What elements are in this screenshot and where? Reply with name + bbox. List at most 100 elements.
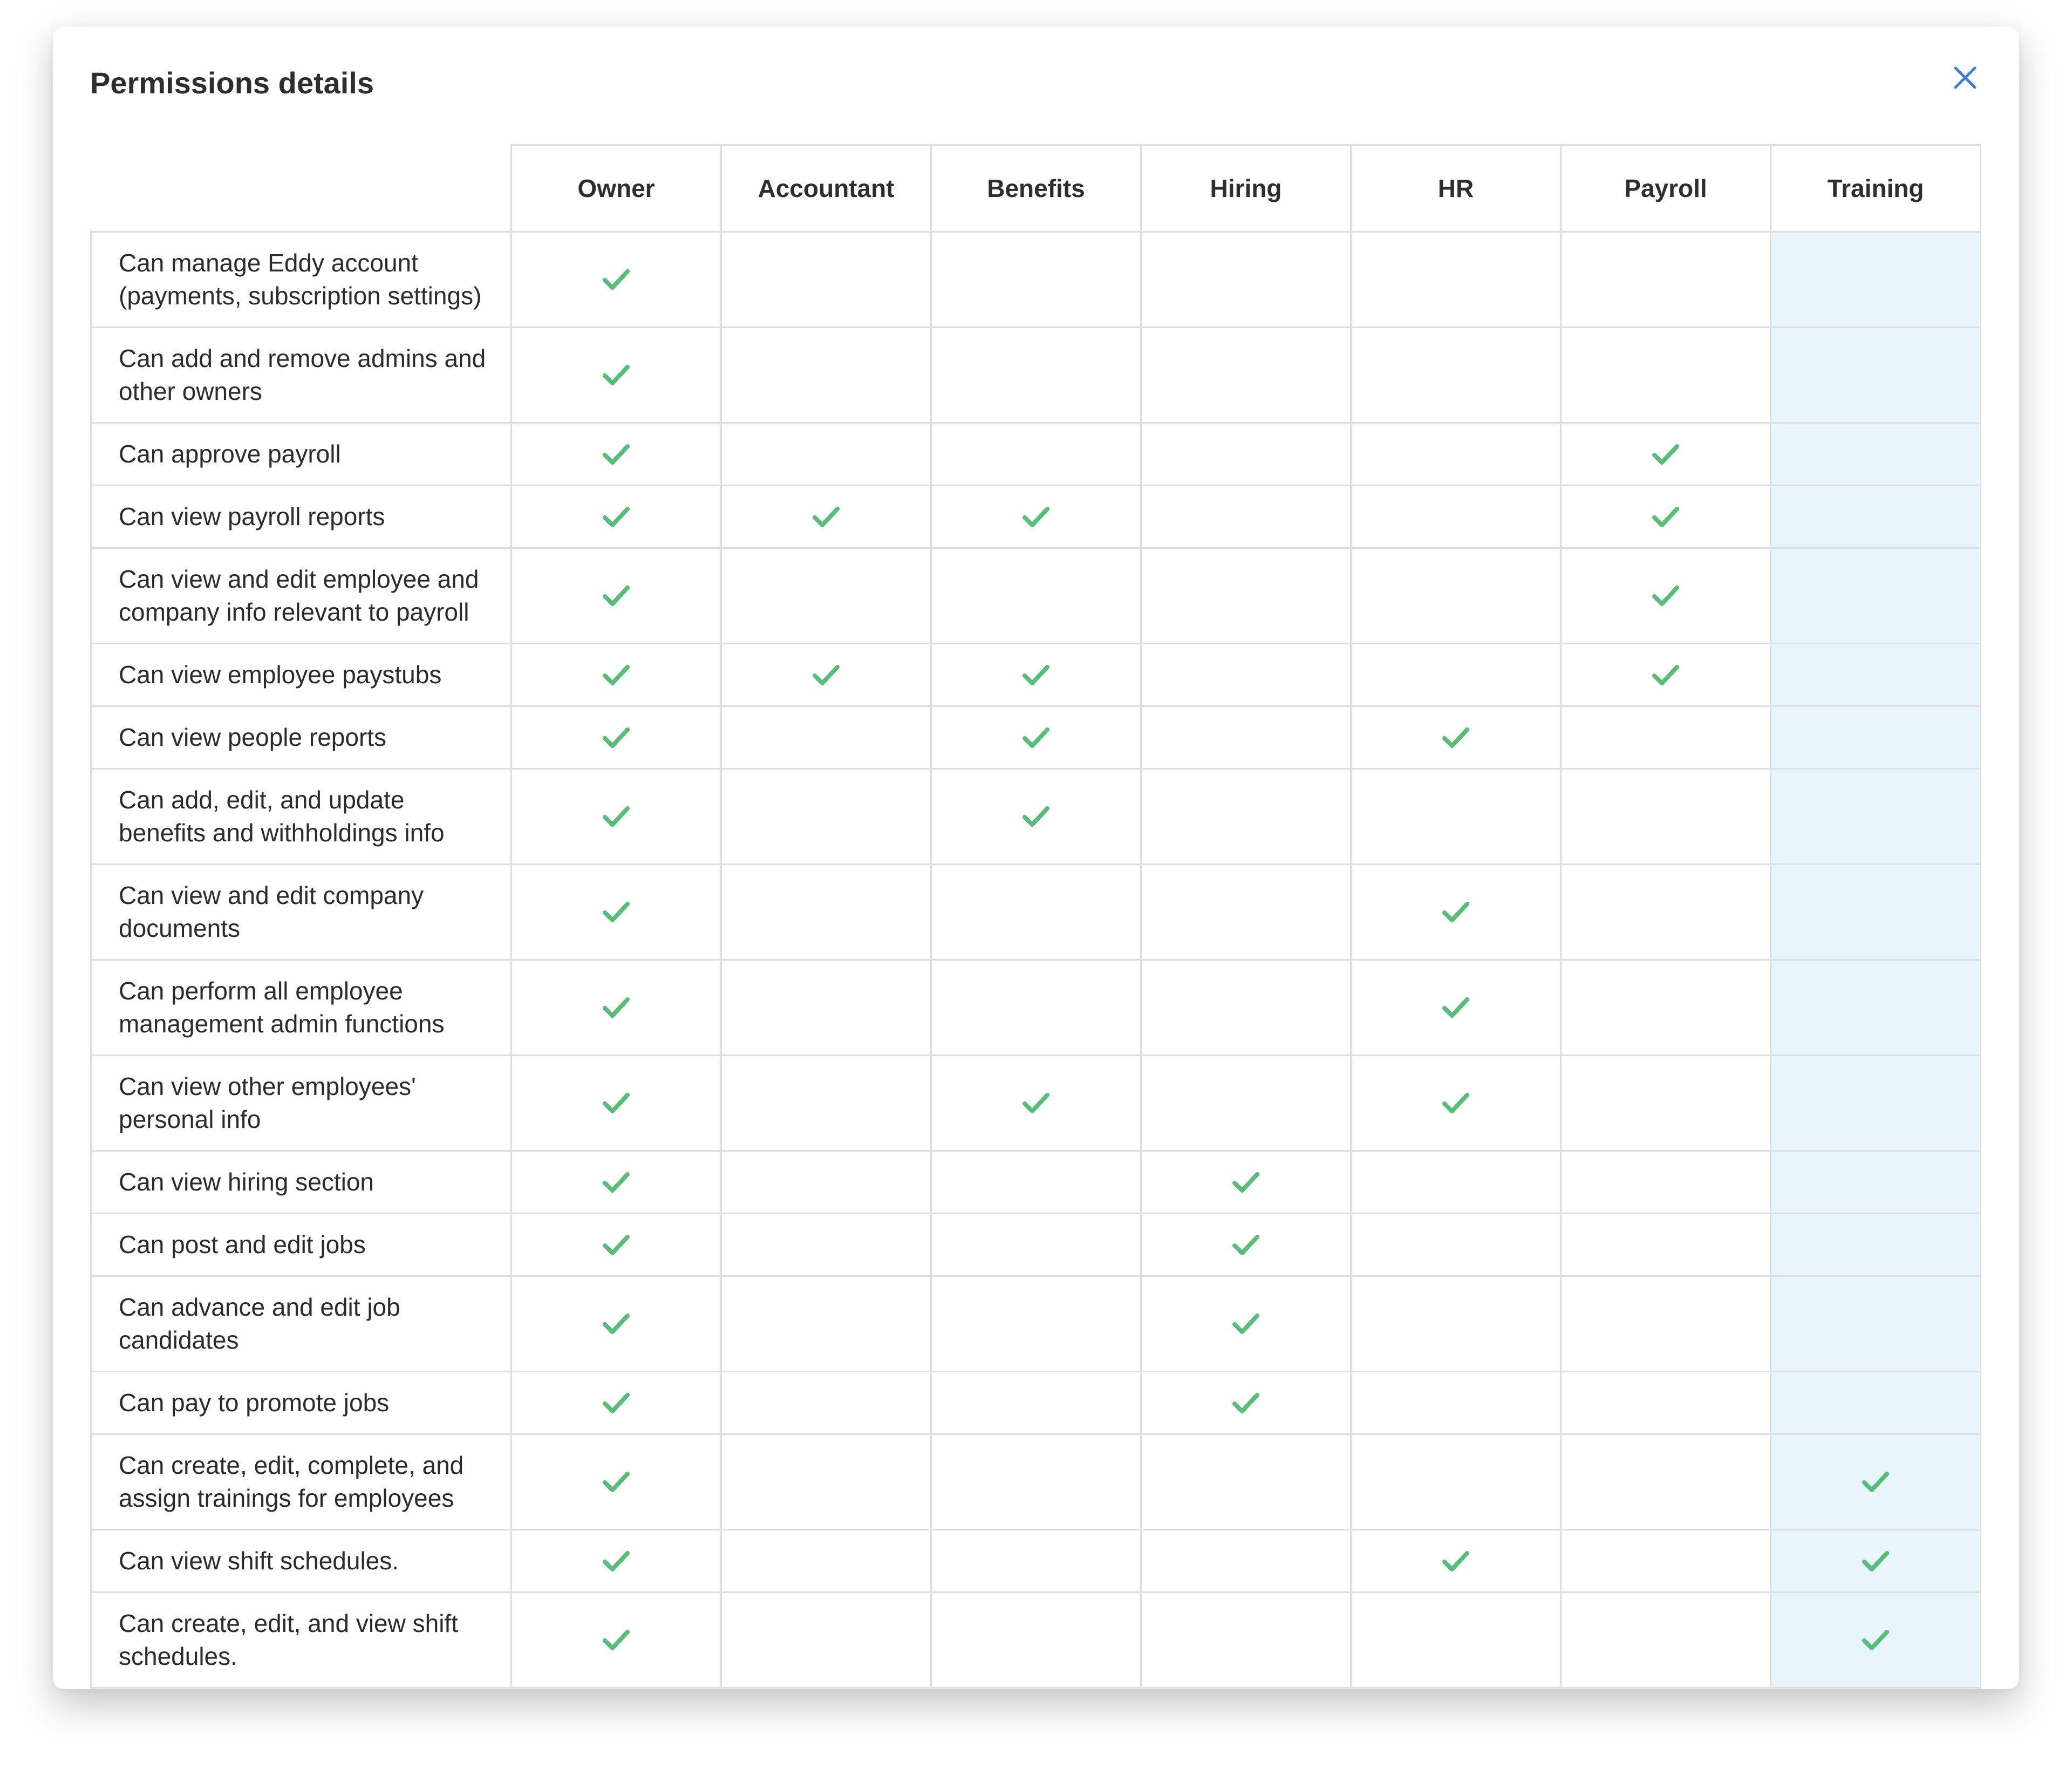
check-mark: [603, 1314, 630, 1334]
permission-cell: [1560, 485, 1771, 549]
check-mark: [603, 1093, 630, 1113]
permission-cell: [1140, 1529, 1352, 1593]
permission-cell: [720, 1529, 932, 1593]
permission-cell: [1770, 422, 1981, 486]
permission-cell: [720, 1275, 932, 1372]
permission-cell: [1350, 1054, 1562, 1152]
permission-row: Can view people reports: [90, 705, 1981, 770]
permission-cell: [1350, 863, 1562, 961]
permission-row: Can post and edit jobs: [90, 1213, 1981, 1277]
permission-cell: [1350, 547, 1562, 644]
modal: Permissions details Owner Accountant Benef…: [53, 26, 2019, 1689]
permission-cell: [1140, 422, 1352, 486]
permission-row: Can create, edit, complete, and assign t…: [90, 1433, 1981, 1530]
permission-cell: [1560, 1275, 1771, 1372]
check-mark: [603, 586, 630, 606]
close-button[interactable]: [1953, 66, 1977, 90]
permission-cell: [1350, 1213, 1562, 1277]
permission-cell: [720, 1371, 932, 1435]
permission-cell: [1560, 1371, 1771, 1435]
permission-cell: [1140, 643, 1352, 707]
permission-cell: [720, 959, 932, 1056]
permission-cell: [1770, 863, 1981, 961]
permission-cell: [1350, 768, 1562, 865]
column-header: Accountant: [720, 144, 932, 233]
permission-cell: [1770, 231, 1981, 328]
permission-cell: [930, 1529, 1142, 1593]
permission-cell: [930, 485, 1142, 549]
check-mark: [603, 365, 630, 385]
permission-cell: [930, 1371, 1142, 1435]
permission-cell: [720, 231, 932, 328]
permission-cell: [930, 1433, 1142, 1530]
check-mark: [603, 664, 630, 685]
check-mark: [813, 664, 840, 685]
permission-cell: [1140, 959, 1352, 1056]
permission-cell: [1350, 326, 1562, 424]
permission-row: Can view and edit company documents: [90, 863, 1981, 961]
permissions-table: Owner Accountant Benefits Hiring HR Payroll Tr…: [90, 144, 1981, 1689]
permission-cell: [510, 1275, 722, 1372]
permission-row: Can view hiring section: [90, 1150, 1981, 1214]
check-mark: [1652, 586, 1679, 606]
check-mark: [813, 506, 840, 527]
permission-cell: [930, 1275, 1142, 1372]
permission-cell: [930, 1150, 1142, 1214]
permission-cell: [510, 1433, 722, 1530]
permission-cell: [1140, 1591, 1352, 1689]
permission-row: Can advance and edit job candidates: [90, 1275, 1981, 1372]
permission-cell: [1350, 959, 1562, 1056]
permission-cell: [720, 643, 932, 707]
check-mark: [603, 1630, 630, 1650]
permission-cell: [930, 326, 1142, 424]
column-header: Hiring: [1140, 144, 1352, 233]
permission-label: Can manage Eddy account (payments, subsc…: [90, 231, 512, 328]
permission-row: Can create, edit, and view shift schedul…: [90, 1591, 1981, 1689]
permission-cell: [1140, 1150, 1352, 1214]
permission-cell: [1140, 485, 1352, 549]
check-mark: [1652, 664, 1679, 685]
permission-cell: [510, 959, 722, 1056]
check-mark: [1442, 997, 1469, 1018]
permission-cell: [1560, 768, 1771, 865]
permission-cell: [510, 485, 722, 549]
permission-cell: [930, 705, 1142, 770]
check-mark: [1862, 1630, 1889, 1650]
permission-cell: [720, 1591, 932, 1689]
permission-cell: [1140, 768, 1352, 865]
permission-row: Can add and remove admins and other owne…: [90, 326, 1981, 424]
permission-cell: [510, 1591, 722, 1689]
check-mark: [603, 506, 630, 527]
permission-cell: [1140, 1275, 1352, 1372]
check-mark: [603, 1392, 630, 1413]
permission-cell: [930, 1591, 1142, 1689]
check-mark: [603, 1550, 630, 1571]
permission-cell: [1140, 863, 1352, 961]
check-mark: [1232, 1234, 1259, 1255]
permission-label: Can post and edit jobs: [90, 1213, 512, 1277]
check-mark: [1232, 1392, 1259, 1413]
permission-label: Can view people reports: [90, 705, 512, 770]
permission-cell: [1560, 643, 1771, 707]
check-mark: [1652, 444, 1679, 465]
permission-cell: [1770, 1213, 1981, 1277]
column-header: Payroll: [1560, 144, 1771, 233]
permission-cell: [1770, 1433, 1981, 1530]
permission-label: Can view employee paystubs: [90, 643, 512, 707]
permission-cell: [1350, 1371, 1562, 1435]
check-mark: [1442, 1093, 1469, 1113]
permission-cell: [1350, 643, 1562, 707]
check-mark: [1862, 1550, 1889, 1571]
check-mark: [1232, 1314, 1259, 1334]
modal-title: Permissions details: [90, 66, 374, 100]
check-mark: [1023, 1093, 1049, 1113]
check-mark: [603, 1472, 630, 1492]
permission-cell: [1350, 705, 1562, 770]
check-mark: [1023, 664, 1049, 685]
permission-cell: [1560, 1150, 1771, 1214]
permission-cell: [1140, 705, 1352, 770]
permission-cell: [720, 422, 932, 486]
permission-cell: [1350, 1150, 1562, 1214]
check-mark: [603, 806, 630, 827]
permission-cell: [510, 705, 722, 770]
